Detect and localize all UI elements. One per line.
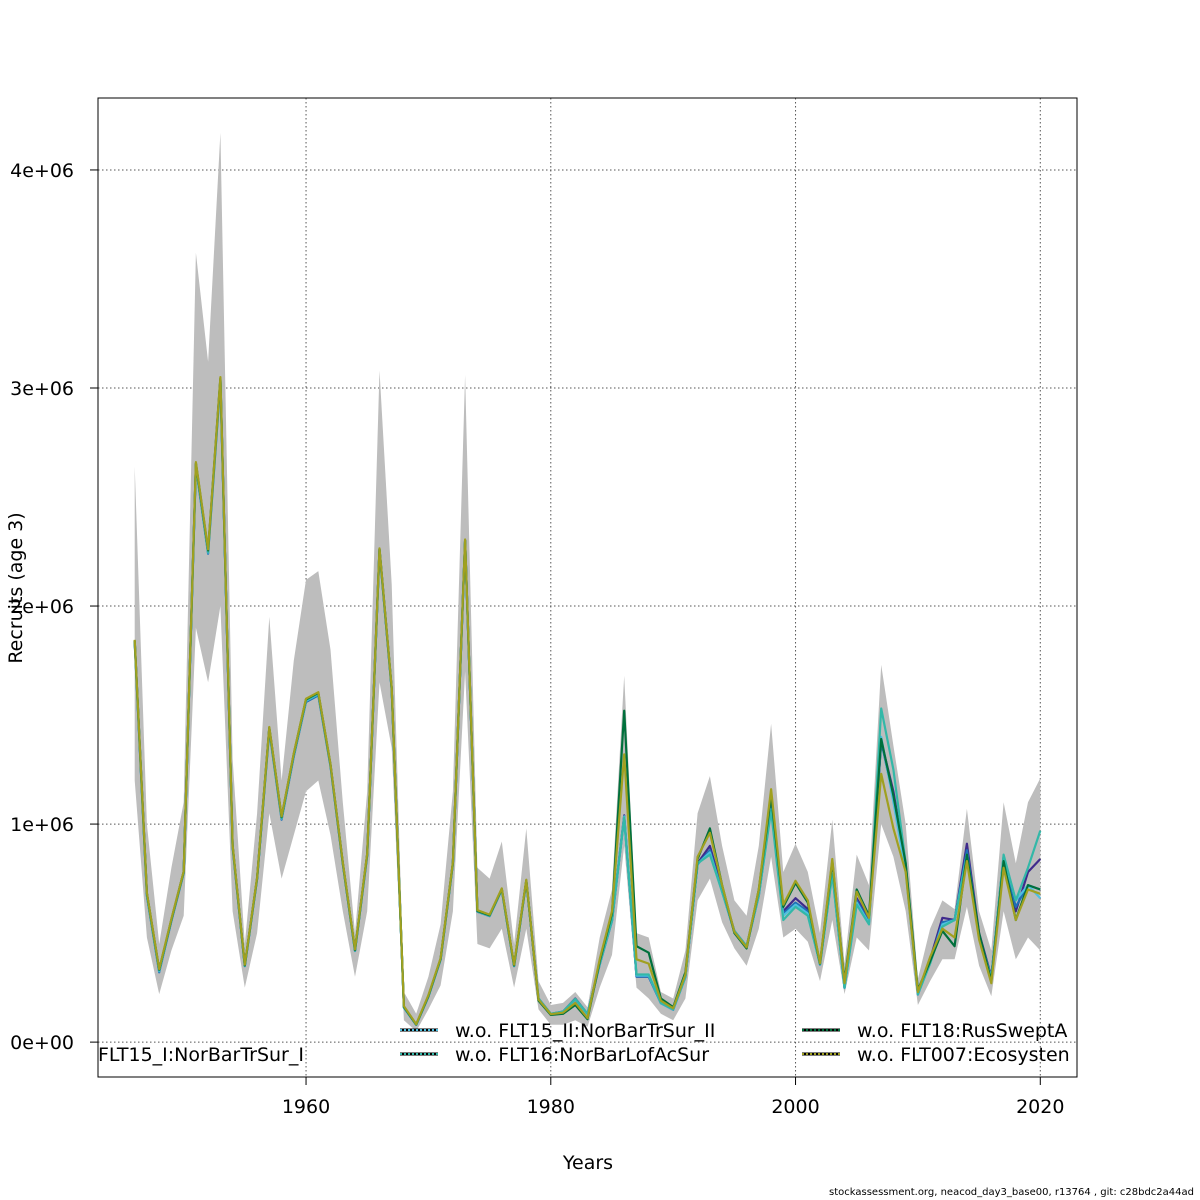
y-tick-label: 2e+06 bbox=[10, 596, 74, 618]
confidence-band-area bbox=[134, 132, 1041, 1032]
plot-frame bbox=[97, 97, 1078, 1078]
x-axis-label: Years bbox=[562, 1152, 613, 1174]
series-line-6 bbox=[133, 376, 1041, 1026]
x-tick-label: 1980 bbox=[527, 1096, 575, 1118]
legend-label: w.o. FLT16:NorBarLofAcSur bbox=[455, 1044, 709, 1066]
legend-label: FLT15_I:NorBarTrSur_I bbox=[98, 1044, 304, 1066]
x-tick-label: 2020 bbox=[1016, 1096, 1064, 1118]
y-axis: 0e+00 1e+06 2e+06 3e+06 4e+06 bbox=[10, 160, 98, 1054]
x-tick-label: 2000 bbox=[771, 1096, 819, 1118]
y-tick-label: 4e+06 bbox=[10, 160, 74, 182]
confidence-band bbox=[134, 132, 1041, 1032]
series-lines bbox=[133, 376, 1042, 1026]
y-axis-label: Recruits (age 3) bbox=[5, 512, 27, 663]
legend-label: w.o. FLT007:Ecosysten bbox=[857, 1044, 1070, 1066]
footer-credit: stockassessment.org, neacod_day3_base00,… bbox=[829, 1187, 1194, 1198]
x-axis: 1960 1980 2000 2020 bbox=[282, 1077, 1064, 1118]
y-tick-label: 3e+06 bbox=[10, 378, 74, 400]
x-tick-label: 1960 bbox=[282, 1096, 330, 1118]
legend-label: w.o. FLT15_II:NorBarTrSur_II bbox=[455, 1020, 715, 1042]
legend-label: w.o. FLT18:RusSweptA bbox=[857, 1020, 1067, 1042]
y-tick-label: 0e+00 bbox=[10, 1032, 74, 1054]
y-tick-label: 1e+06 bbox=[10, 814, 74, 836]
